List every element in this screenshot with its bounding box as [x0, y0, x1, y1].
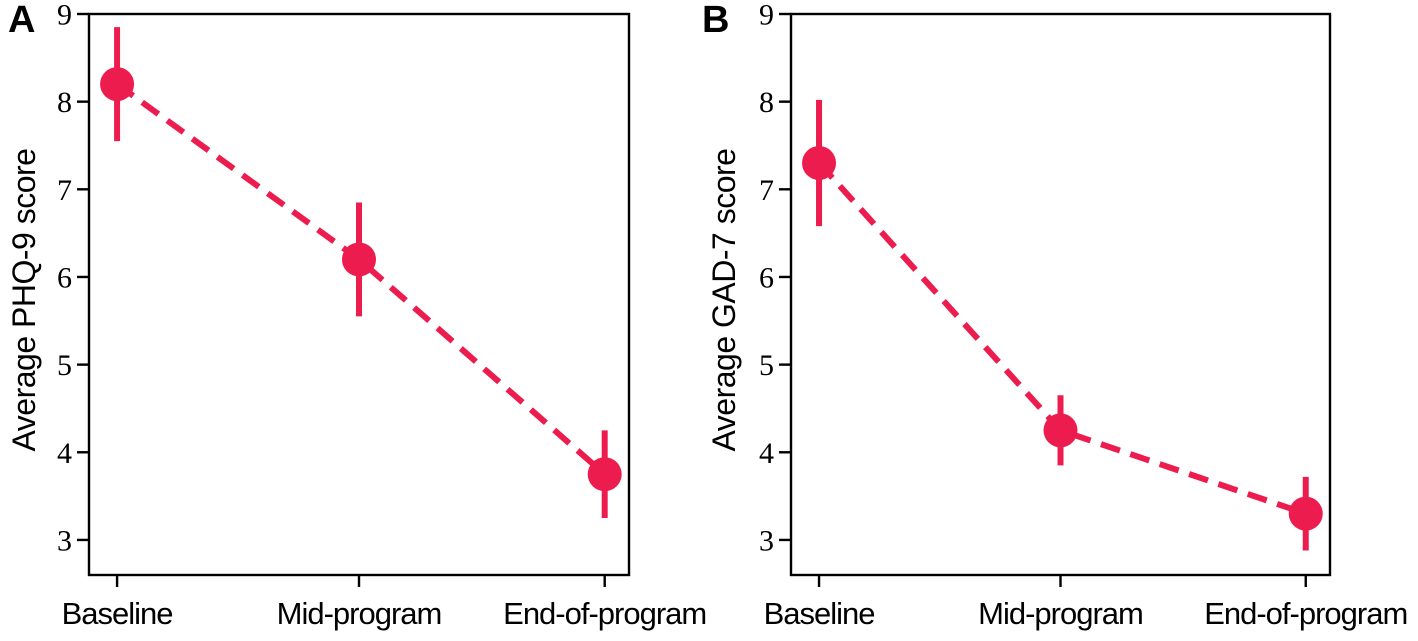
y-tick-label: 5 — [57, 349, 72, 382]
panel-b-letter: B — [702, 0, 730, 41]
data-point — [342, 242, 376, 277]
panel-a: 3 4 5 6 7 8 9 Baseline Mid-program End-of-program — [57, 0, 707, 631]
x-tick-label: Baseline — [62, 596, 173, 631]
data-point — [1288, 496, 1323, 531]
y-tick-label: 4 — [759, 437, 774, 470]
y-tick-label: 8 — [57, 86, 72, 119]
data-point — [1043, 413, 1078, 448]
y-tick-label: 6 — [759, 261, 774, 294]
y-tick-label: 5 — [759, 349, 774, 382]
y-tick-label: 8 — [759, 86, 774, 119]
panel-a-ylabel: Average PHQ-9 score — [6, 148, 42, 452]
axes-box — [789, 12, 1332, 577]
x-tick-label: Mid-program — [277, 596, 442, 631]
panel-b: 3 4 5 6 7 8 9 Baseline Mid-program End-of-program — [759, 0, 1408, 631]
y-tick-label: 6 — [57, 261, 72, 294]
data-point — [802, 146, 837, 181]
y-tick-label: 3 — [759, 524, 774, 557]
x-tick-label: Mid-program — [978, 596, 1143, 631]
y-tick-label: 9 — [57, 0, 72, 32]
y-tick-label: 7 — [759, 174, 774, 207]
x-tick-label: End-of-program — [1204, 596, 1407, 631]
y-tick-label: 9 — [759, 0, 774, 32]
x-tick-label: End-of-program — [503, 596, 706, 631]
panel-a-letter: A — [8, 0, 36, 41]
panel-b-ylabel: Average GAD-7 score — [706, 148, 742, 452]
y-tick-label: 7 — [57, 174, 72, 207]
data-point — [100, 67, 135, 102]
x-tick-label: Baseline — [764, 596, 875, 631]
y-tick-label: 3 — [57, 524, 72, 557]
data-point — [587, 457, 622, 492]
y-tick-label: 4 — [57, 437, 72, 470]
